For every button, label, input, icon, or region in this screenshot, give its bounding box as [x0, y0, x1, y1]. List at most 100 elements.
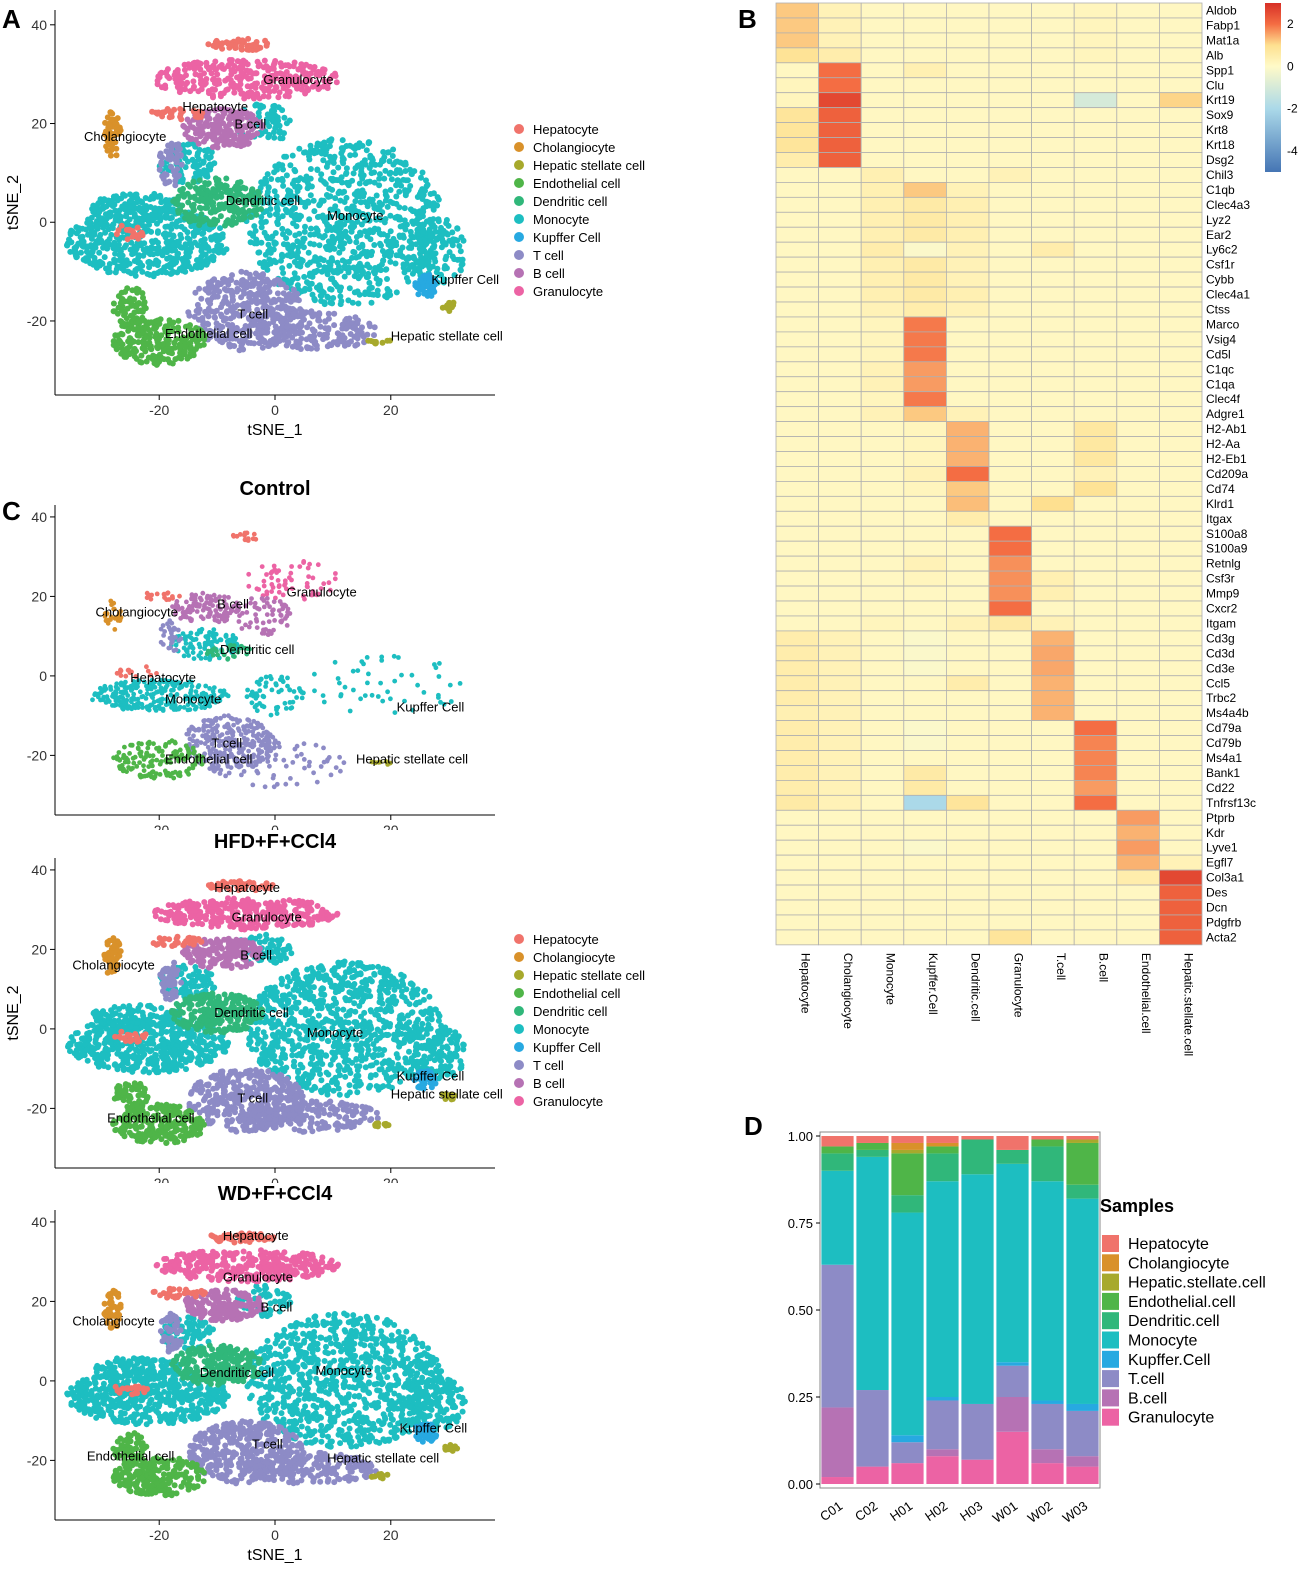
- scatter-point: [299, 62, 305, 69]
- scatter-point: [246, 571, 252, 577]
- scatter-point: [215, 279, 221, 286]
- scatter-point: [129, 699, 134, 705]
- scatter-point: [411, 168, 418, 175]
- scatter-point: [207, 610, 212, 616]
- scatter-point: [134, 289, 141, 296]
- scatter-point: [212, 614, 217, 620]
- scatter-point: [373, 192, 380, 199]
- scatter-point: [256, 119, 263, 126]
- scatter-point: [191, 733, 196, 739]
- scatter-point: [313, 742, 319, 748]
- scatter-point: [98, 237, 105, 244]
- scatter-point: [198, 238, 205, 244]
- scatter-point: [214, 729, 220, 735]
- scatter-point: [174, 692, 180, 697]
- scatter-point: [334, 259, 341, 266]
- scatter-point: [125, 706, 131, 711]
- scatter-point: [360, 268, 366, 275]
- scatter-point: [259, 272, 266, 279]
- scatter-point: [127, 751, 132, 756]
- scatter-point: [190, 352, 197, 359]
- scatter-point: [244, 610, 250, 615]
- scatter-point: [307, 192, 314, 199]
- scatter-point: [301, 311, 307, 318]
- scatter-point: [103, 700, 109, 705]
- scatter-point: [356, 291, 363, 298]
- scatter-point: [207, 154, 214, 160]
- scatter-point: [314, 167, 321, 173]
- scatter-point: [250, 232, 256, 239]
- legend-label: Endothelial cell: [533, 176, 621, 191]
- scatter-point: [249, 117, 256, 124]
- scatter-point: [157, 681, 162, 687]
- scatter-point: [287, 253, 294, 260]
- scatter-point: [350, 668, 356, 674]
- scatter-point: [286, 189, 292, 196]
- panel-label-b: B: [738, 4, 757, 34]
- scatter-point: [288, 776, 293, 781]
- scatter-point: [201, 722, 207, 728]
- scatter-point: [171, 695, 177, 700]
- scatter-point: [337, 680, 342, 686]
- scatter-point: [272, 240, 279, 247]
- scatter-point: [148, 686, 154, 692]
- scatter-point: [364, 213, 371, 220]
- scatter-point: [371, 179, 378, 186]
- scatter-point: [371, 332, 377, 339]
- scatter-point: [170, 595, 176, 601]
- scatter-point: [261, 319, 268, 326]
- y-tick-label: 40: [31, 17, 47, 33]
- scatter-point: [301, 316, 307, 323]
- scatter-point: [211, 627, 217, 632]
- scatter-point: [328, 206, 335, 213]
- scatter-point: [312, 338, 319, 345]
- scatter-point: [320, 289, 327, 296]
- scatter-point: [111, 691, 116, 697]
- scatter-point: [376, 175, 383, 182]
- scatter-point: [193, 689, 199, 694]
- scatter-point: [299, 257, 306, 264]
- scatter-point: [263, 674, 269, 680]
- scatter-point: [267, 740, 272, 745]
- y-axis-title: tSNE_2: [5, 175, 22, 230]
- scatter-point: [206, 327, 213, 334]
- scatter-point: [268, 299, 275, 306]
- scatter-point: [248, 620, 253, 626]
- scatter-point: [277, 744, 282, 750]
- scatter-point: [93, 223, 100, 230]
- scatter-point: [268, 712, 274, 718]
- scatter-point: [364, 331, 371, 338]
- scatter-point: [120, 261, 127, 268]
- scatter-point: [343, 325, 350, 332]
- scatter-point: [268, 748, 274, 754]
- scatter-point: [115, 686, 121, 692]
- scatter-point: [147, 343, 154, 350]
- scatter-point: [246, 89, 253, 96]
- scatter-point: [388, 176, 395, 183]
- scatter-point: [226, 57, 233, 63]
- scatter-point: [112, 207, 119, 214]
- scatter-point: [361, 157, 368, 164]
- scatter-point: [256, 747, 261, 753]
- scatter-point: [392, 710, 398, 715]
- scatter-point: [112, 703, 117, 708]
- scatter-point: [359, 175, 366, 182]
- scatter-point: [272, 327, 279, 334]
- scatter-point: [396, 655, 401, 660]
- scatter-point: [322, 180, 329, 187]
- scatter-point: [458, 234, 465, 241]
- scatter-point: [282, 700, 288, 706]
- scatter-point: [449, 253, 456, 260]
- scatter-point: [212, 751, 218, 757]
- scatter-point: [215, 603, 221, 609]
- scatter-point: [307, 759, 312, 765]
- scatter-point: [195, 168, 202, 175]
- scatter-point: [173, 610, 179, 616]
- scatter-point: [209, 308, 216, 315]
- scatter-point: [139, 268, 146, 275]
- scatter-point: [197, 205, 204, 212]
- scatter-point: [277, 135, 284, 142]
- scatter-point: [181, 123, 188, 130]
- scatter-point: [111, 606, 117, 612]
- scatter-point: [242, 758, 248, 763]
